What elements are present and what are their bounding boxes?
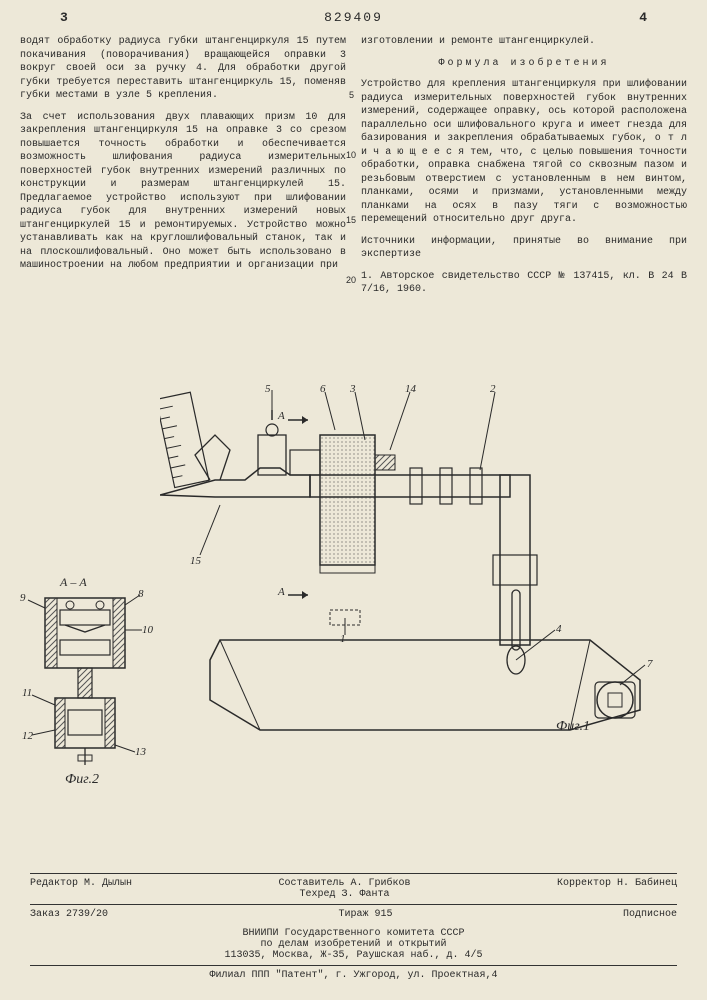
callout: 2 — [490, 383, 496, 395]
figure-1: 5 6 3 14 2 4 7 15 1 А А Фиг.1 — [160, 380, 670, 740]
footer-credits-row: Редактор М. Дылын Составитель А. Грибков… — [30, 874, 677, 905]
figure-2-svg — [20, 580, 150, 780]
footer-org: ВНИИПИ Государственного комитета СССР по… — [30, 924, 677, 966]
footer-block: Редактор М. Дылын Составитель А. Грибков… — [30, 873, 677, 985]
callout: 8 — [138, 588, 144, 600]
section-arrow-label: А — [278, 586, 285, 598]
compiler: Составитель А. Грибков — [278, 878, 410, 889]
section-arrow-bottom — [288, 591, 308, 599]
callout: 6 — [320, 383, 326, 395]
para: За счет использования двух плавающих при… — [20, 111, 346, 273]
formula-title: Формула изобретения — [361, 57, 687, 71]
right-column: изготовлении и ремонте штангенциркулей. … — [361, 35, 687, 305]
callout: 5 — [265, 383, 271, 395]
section-arrow-label: А — [278, 410, 285, 422]
callout: 7 — [647, 658, 653, 670]
callout: 1 — [340, 633, 346, 645]
para: водят обработку радиуса губки штангенцир… — [20, 35, 346, 103]
para: изготовлении и ремонте штангенциркулей. — [361, 35, 687, 49]
figure-2-label: Фиг.2 — [65, 772, 99, 788]
section-label: А – А — [60, 575, 87, 590]
caliper-15 — [160, 392, 310, 497]
page-number-left: 3 — [60, 10, 68, 25]
techred: Техред З. Фанта — [299, 889, 389, 900]
callout: 12 — [22, 730, 33, 742]
corrector: Корректор Н. Бабинец — [557, 878, 677, 900]
para: Устройство для крепления штангенциркуля … — [361, 78, 687, 227]
line-marker: 20 — [346, 275, 356, 285]
org-address: 113035, Москва, Ж-35, Раушская наб., д. … — [224, 950, 482, 961]
patent-number: 829409 — [324, 10, 383, 25]
callout: 9 — [20, 592, 26, 604]
text-columns: водят обработку радиуса губки штангенцир… — [20, 35, 687, 305]
podpisnoe: Подписное — [623, 909, 677, 920]
callout: 11 — [22, 687, 32, 699]
callout: 3 — [350, 383, 356, 395]
patent-page: 3 829409 4 водят обработку радиуса губки… — [0, 0, 707, 1000]
figure-area: 5 6 3 14 2 4 7 15 1 А А Фиг.1 А – А — [20, 380, 687, 810]
line-marker: 5 — [349, 90, 354, 100]
editor: Редактор М. Дылын — [30, 878, 132, 900]
left-column: водят обработку радиуса губки штангенцир… — [20, 35, 346, 305]
footer-order-row: Заказ 2739/20 Тираж 915 Подписное — [30, 905, 677, 924]
figure-1-label: Фиг.1 — [556, 719, 590, 735]
footer-filial: Филиал ППП "Патент", г. Ужгород, ул. Про… — [30, 966, 677, 985]
callout: 13 — [135, 746, 146, 758]
figure-1-svg — [160, 380, 670, 740]
sources-title: Источники информации, принятые во вниман… — [361, 235, 687, 262]
source-item: 1. Авторское свидетельство СССР № 137415… — [361, 270, 687, 297]
org-line2: по делам изобретений и открытий — [260, 939, 446, 950]
line-marker: 15 — [346, 215, 356, 225]
org-line1: ВНИИПИ Государственного комитета СССР — [242, 928, 464, 939]
tirazh: Тираж 915 — [338, 909, 392, 920]
line-marker: 10 — [346, 150, 356, 160]
callout: 10 — [142, 624, 153, 636]
callout: 15 — [190, 555, 201, 567]
figure-2: А – А — [20, 580, 150, 780]
section-arrow-top — [288, 416, 308, 424]
callout: 14 — [405, 383, 416, 395]
page-number-right: 4 — [639, 10, 647, 25]
order-number: Заказ 2739/20 — [30, 909, 108, 920]
callout: 4 — [556, 623, 562, 635]
